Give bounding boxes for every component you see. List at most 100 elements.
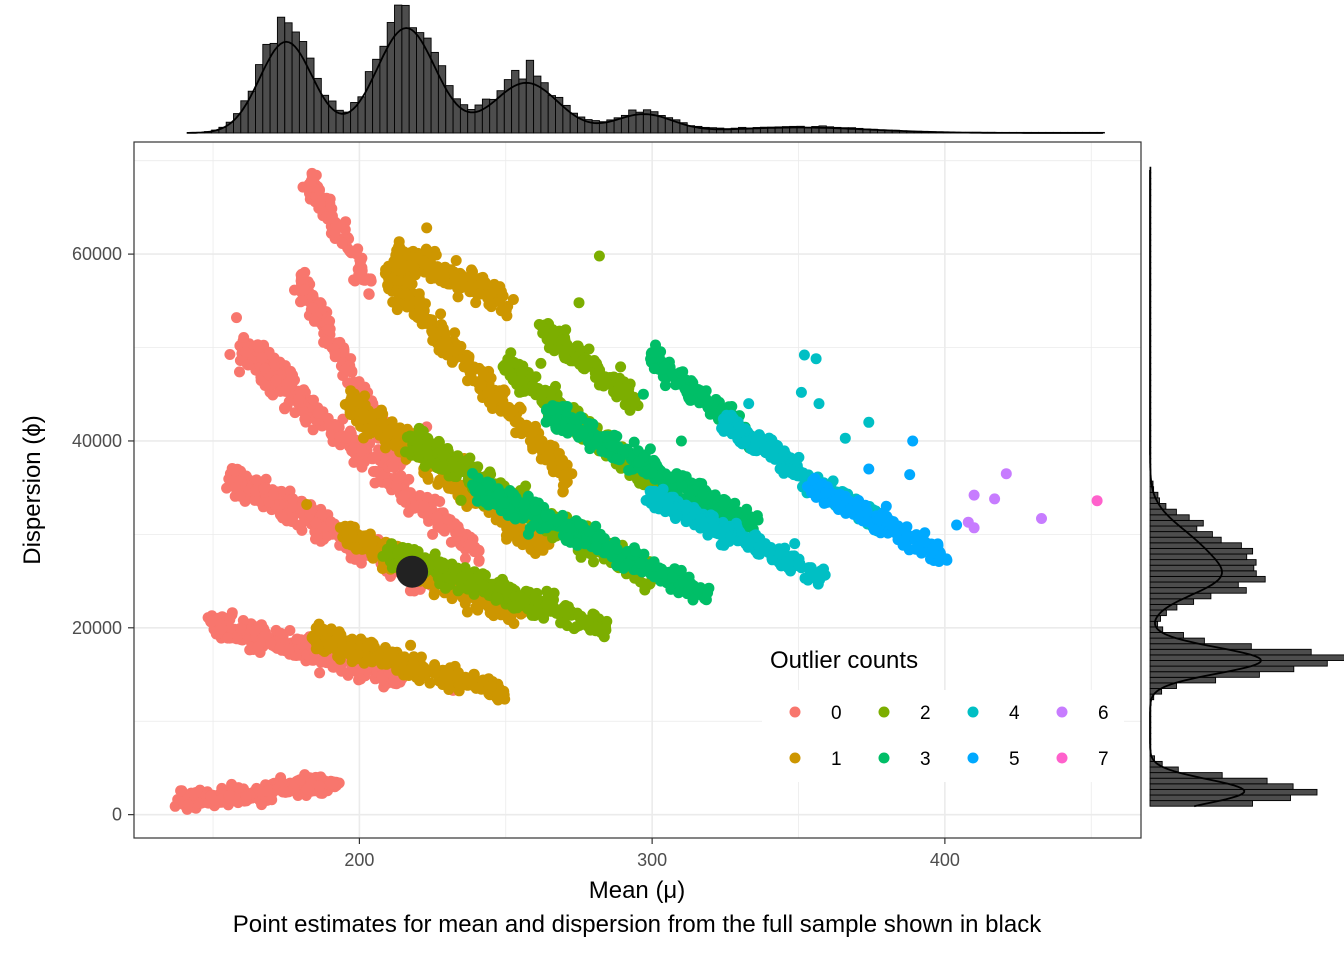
data-point-outliers-3 <box>741 503 753 515</box>
data-point-outliers-0 <box>234 490 246 502</box>
data-point-outliers-1 <box>450 255 462 266</box>
data-point-outliers-0 <box>343 245 355 256</box>
data-point-outliers-2 <box>613 383 625 395</box>
data-point-outliers-3 <box>540 510 552 522</box>
data-point-outliers-3 <box>623 464 635 476</box>
data-point-outliers-1 <box>464 367 476 379</box>
data-point-outliers-1 <box>421 222 433 234</box>
data-point-outliers-3 <box>656 567 668 579</box>
data-point-outliers-0 <box>284 625 296 636</box>
data-point-outliers-1 <box>542 441 554 453</box>
data-point-outliers-3 <box>675 435 687 447</box>
data-point-outliers-3 <box>692 584 704 596</box>
data-point-outliers-3 <box>540 522 552 534</box>
data-point-outliers-0 <box>216 623 227 635</box>
data-point-outliers-3 <box>529 504 541 516</box>
data-point-outliers-2 <box>593 250 605 262</box>
scatter-points <box>169 167 1103 815</box>
data-point-outliers-0 <box>291 633 303 645</box>
data-point-outliers-2 <box>558 349 570 361</box>
data-point-outliers-0 <box>324 315 336 327</box>
data-point-outliers-3 <box>569 413 581 425</box>
data-point-outliers-0 <box>169 800 181 812</box>
data-point-outliers-0 <box>387 461 399 473</box>
data-point-outliers-0 <box>442 513 454 525</box>
data-point-outliers-0 <box>363 288 375 300</box>
data-point-outliers-0 <box>322 530 333 542</box>
data-point-outliers-4 <box>819 569 831 581</box>
data-point-outliers-0 <box>182 799 194 811</box>
data-point-outliers-3 <box>518 499 530 510</box>
data-point-outliers-3 <box>606 440 618 452</box>
data-point-outliers-2 <box>535 357 547 369</box>
data-point-outliers-2 <box>546 333 558 345</box>
data-point-outliers-1 <box>500 304 512 316</box>
data-point-outliers-0 <box>249 625 261 637</box>
data-point-outliers-0 <box>293 393 304 405</box>
data-point-outliers-0 <box>223 790 235 801</box>
data-point-outliers-0 <box>315 771 327 783</box>
data-point-outliers-2 <box>568 623 580 635</box>
data-point-outliers-0 <box>240 346 251 358</box>
data-point-outliers-3 <box>667 571 679 583</box>
data-point-outliers-1 <box>406 278 418 290</box>
data-point-outliers-3 <box>596 445 608 457</box>
data-point-outliers-1 <box>485 372 497 384</box>
data-point-outliers-1 <box>425 273 437 285</box>
data-point-outliers-3 <box>504 485 516 497</box>
data-point-outliers-0 <box>329 346 341 358</box>
data-point-outliers-3 <box>551 515 563 527</box>
data-point-outliers-1 <box>428 589 440 601</box>
data-point-outliers-2 <box>628 391 640 403</box>
data-point-outliers-0 <box>325 516 337 528</box>
data-point-outliers-0 <box>325 777 337 789</box>
data-point-outliers-1 <box>413 675 425 687</box>
data-point-outliers-2 <box>377 550 389 562</box>
data-point-outliers-1 <box>443 684 455 695</box>
data-point-outliers-0 <box>256 352 268 364</box>
data-point-outliers-3 <box>571 537 582 549</box>
data-point-outliers-1 <box>419 312 431 323</box>
data-point-outliers-0 <box>266 794 278 806</box>
data-point-outliers-0 <box>301 783 313 795</box>
data-point-outliers-2 <box>413 427 425 439</box>
data-point-outliers-2 <box>509 600 521 612</box>
data-point-outliers-1 <box>472 604 484 616</box>
data-point-outliers-0 <box>454 525 466 537</box>
data-point-outliers-3 <box>577 427 589 439</box>
data-point-outliers-2 <box>591 357 602 369</box>
data-point-outliers-3 <box>687 594 699 606</box>
data-point-outliers-1 <box>336 639 348 651</box>
data-point-outliers-0 <box>314 184 325 196</box>
data-point-outliers-1 <box>430 249 442 261</box>
data-point-outliers-1 <box>507 294 519 305</box>
data-point-outliers-1 <box>485 287 497 299</box>
data-point-outliers-2 <box>433 436 445 448</box>
data-point-outliers-3 <box>708 408 720 419</box>
data-point-outliers-2 <box>513 590 525 602</box>
data-point-outliers-0 <box>275 627 287 639</box>
data-point-outliers-0 <box>283 643 295 655</box>
data-point-outliers-0 <box>459 553 471 564</box>
data-point-outliers-1 <box>359 413 371 425</box>
data-point-outliers-1 <box>444 669 456 681</box>
data-point-outliers-0 <box>307 424 319 436</box>
data-point-outliers-1 <box>310 637 322 649</box>
data-point-outliers-0 <box>265 637 277 649</box>
data-point-outliers-1 <box>517 539 529 551</box>
data-point-outliers-1 <box>345 641 357 653</box>
data-point-outliers-0 <box>348 376 360 388</box>
data-point-outliers-2 <box>633 476 645 487</box>
data-point-outliers-1 <box>390 655 402 667</box>
data-point-outliers-4 <box>682 514 693 526</box>
data-point-outliers-0 <box>287 501 299 513</box>
data-point-outliers-2 <box>562 601 574 613</box>
data-point-outliers-1 <box>437 323 449 334</box>
data-point-outliers-4 <box>723 535 735 547</box>
data-point-outliers-1 <box>323 641 335 652</box>
data-point-outliers-1 <box>405 639 417 651</box>
data-point-outliers-2 <box>494 582 505 593</box>
data-point-outliers-0 <box>308 394 319 406</box>
data-point-outliers-0 <box>307 302 319 314</box>
data-point-outliers-0 <box>349 553 361 565</box>
